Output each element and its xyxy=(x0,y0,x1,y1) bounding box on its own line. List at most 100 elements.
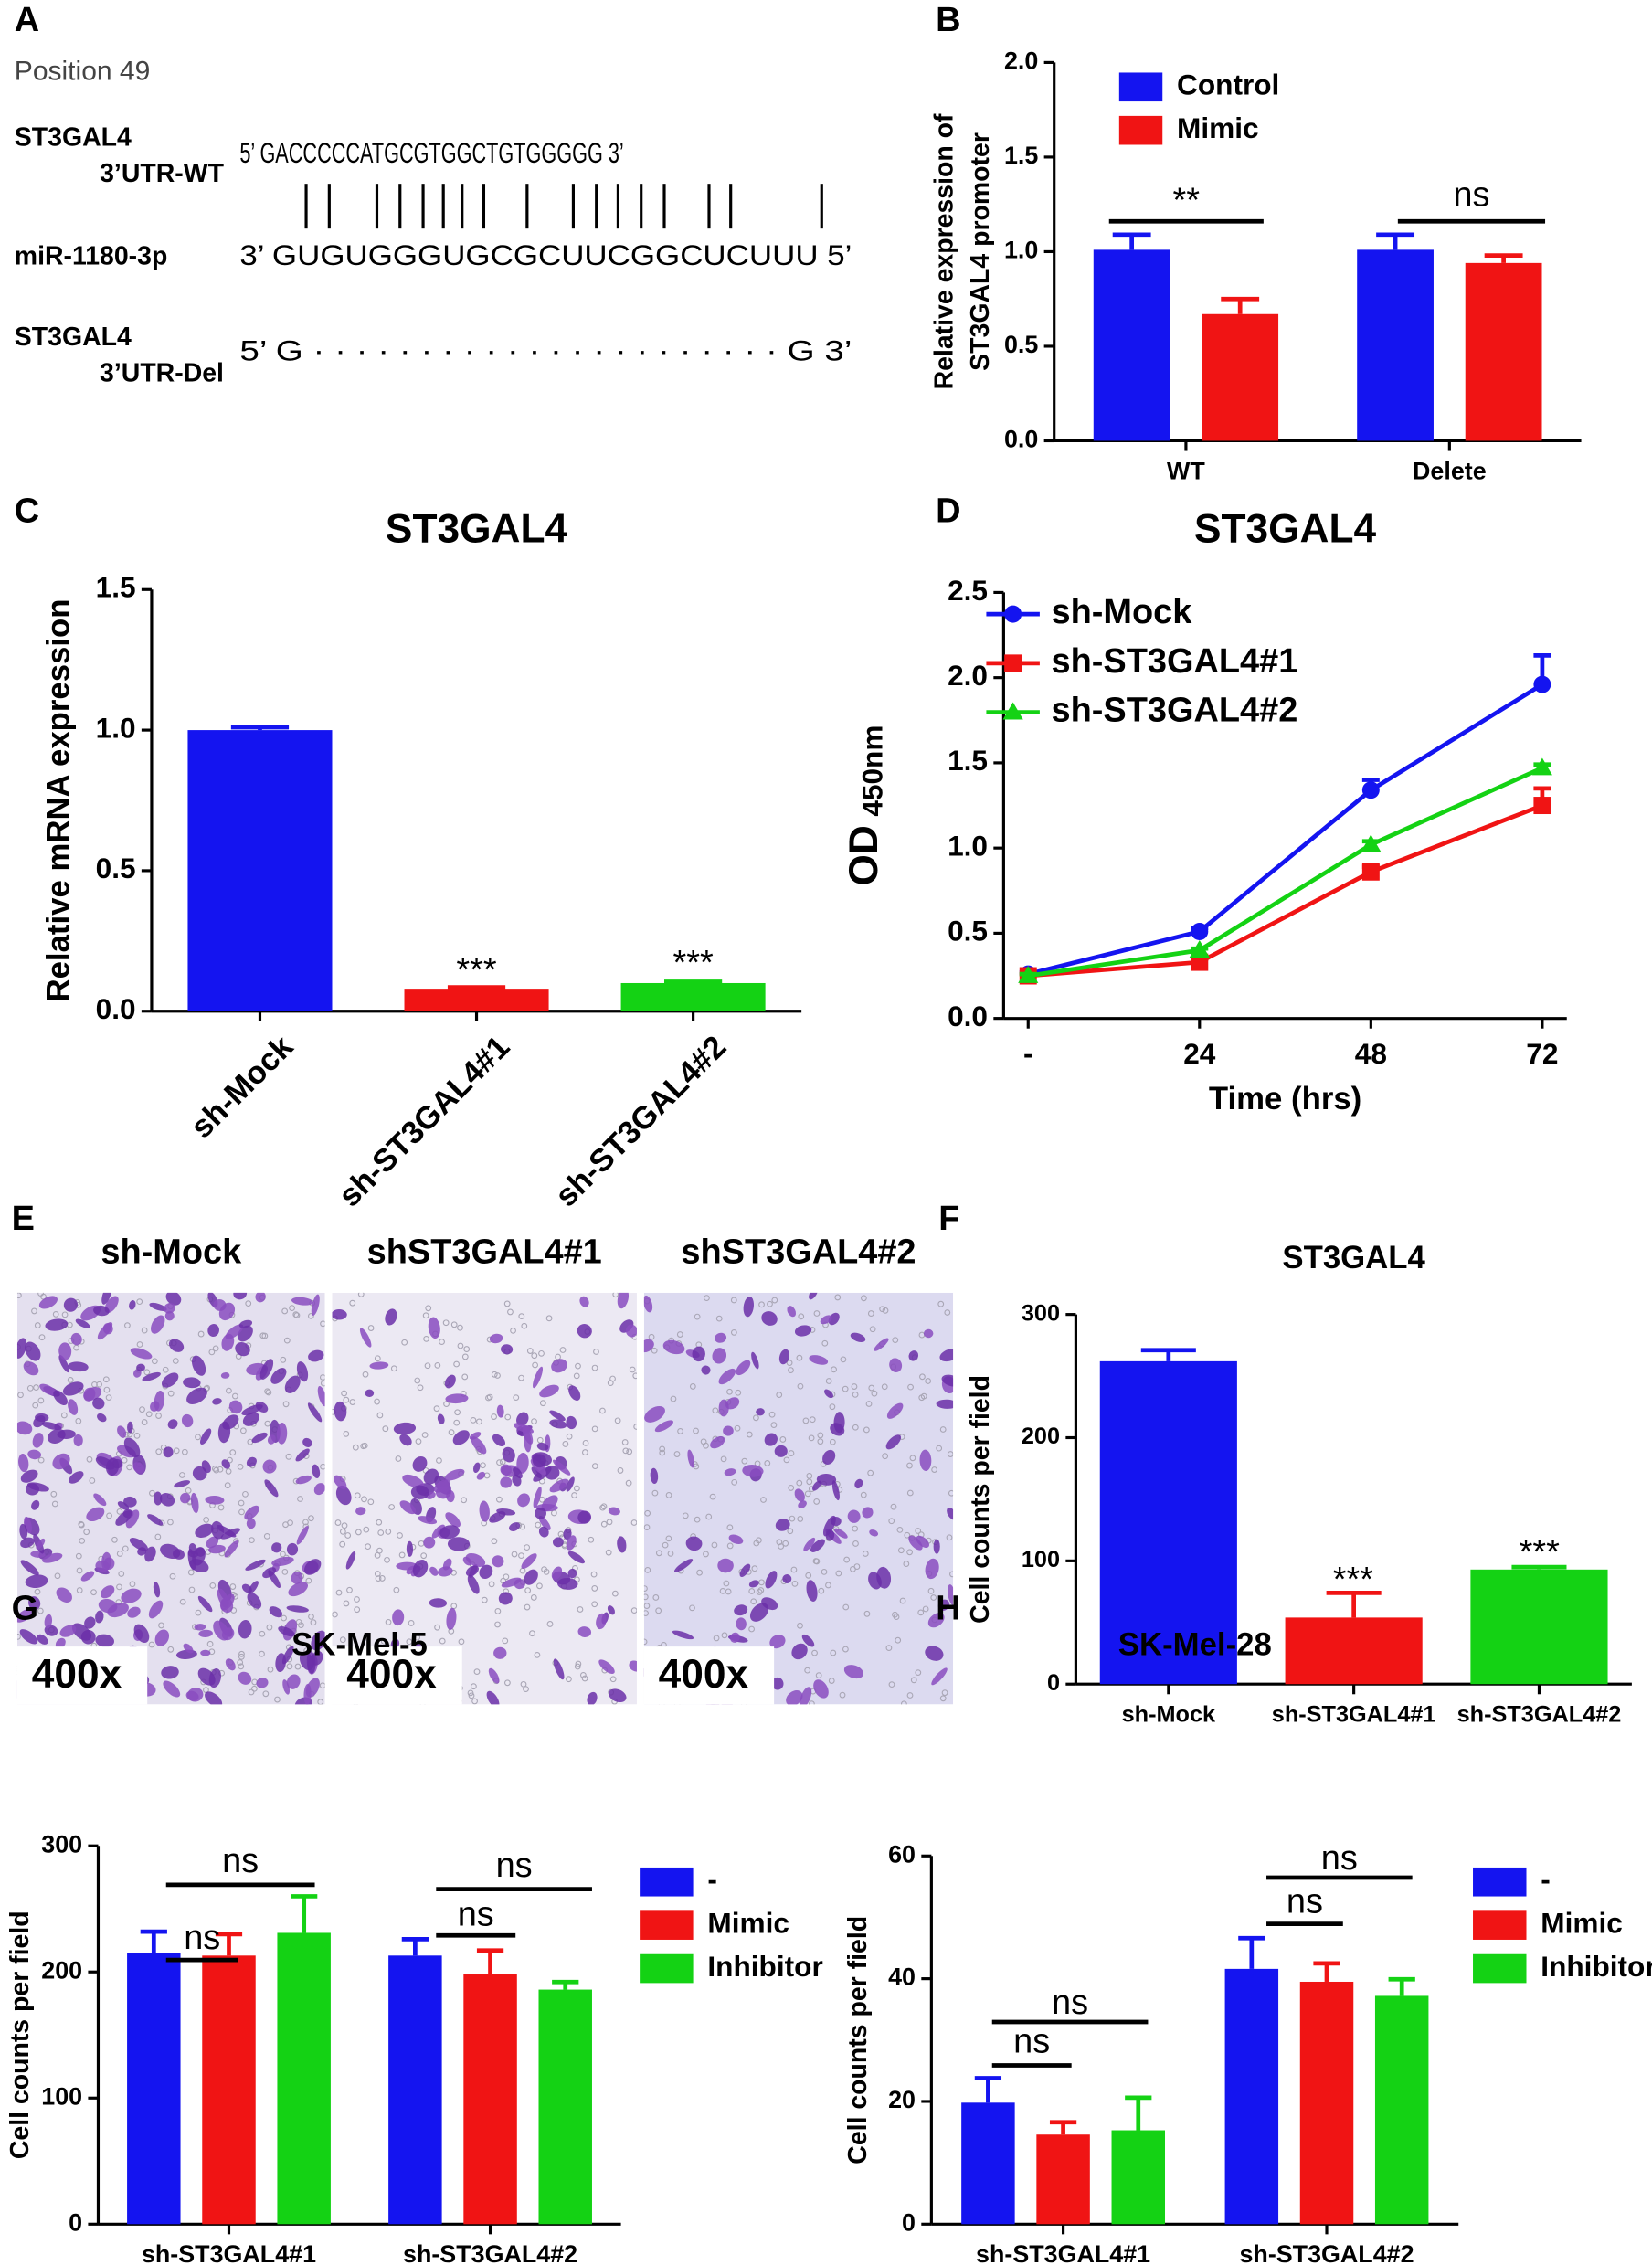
pore xyxy=(906,1549,913,1556)
pore xyxy=(292,1311,300,1318)
pore xyxy=(852,1392,859,1398)
cell xyxy=(446,1607,457,1630)
pore xyxy=(809,1416,816,1424)
cell xyxy=(516,1452,529,1474)
x-tick-label: Delete xyxy=(1413,457,1487,484)
pore xyxy=(750,1598,757,1605)
pore xyxy=(817,1438,824,1445)
cell xyxy=(769,1635,786,1649)
cell xyxy=(142,1371,161,1381)
legend-label: - xyxy=(707,1863,717,1896)
pore xyxy=(703,1442,709,1449)
chart: B 0.0 0.5 1.0 1.5 2.0 Relative expression of ST… xyxy=(930,1,1582,484)
pore xyxy=(885,1645,893,1652)
pore xyxy=(788,1450,795,1456)
cell xyxy=(365,1389,375,1397)
x-tick-label: 48 xyxy=(1355,1037,1387,1070)
y-tick-label: 2.5 xyxy=(948,574,988,607)
panel-label: G xyxy=(12,1590,39,1628)
pore xyxy=(789,1515,796,1522)
cell xyxy=(93,1493,107,1507)
cell xyxy=(303,1559,322,1575)
y-tick-label: 0.0 xyxy=(96,992,136,1025)
pore xyxy=(840,1356,847,1363)
cell xyxy=(587,1691,598,1705)
pore xyxy=(307,1312,314,1319)
pore xyxy=(834,1294,842,1301)
bar xyxy=(388,1955,442,2225)
pore xyxy=(630,1519,637,1526)
pore xyxy=(393,1586,400,1593)
cell xyxy=(149,1302,167,1311)
cell xyxy=(566,1476,575,1492)
pore xyxy=(302,1519,309,1526)
pore xyxy=(719,1588,726,1594)
y-axis-label-sub: 450nm xyxy=(856,725,889,817)
pore xyxy=(831,1366,837,1373)
cell xyxy=(431,1524,445,1539)
cell xyxy=(288,1582,308,1597)
cell xyxy=(764,1433,778,1446)
cell xyxy=(191,1355,206,1376)
line xyxy=(1028,803,1543,979)
cell xyxy=(200,1649,211,1656)
cell xyxy=(728,1534,744,1545)
pore xyxy=(906,1692,914,1699)
chart: C ST3GAL4 0.0 0.5 1.0 1.5 Relative mRNA expres… xyxy=(15,492,802,1214)
cell xyxy=(813,1679,829,1699)
cell xyxy=(101,1585,115,1599)
cell xyxy=(20,1537,35,1549)
cell xyxy=(919,1449,932,1471)
cell xyxy=(549,1419,567,1429)
pore xyxy=(388,1504,396,1510)
cell xyxy=(242,1412,259,1426)
x-tick-label: sh-ST3GAL4#1 xyxy=(333,1030,517,1214)
pore xyxy=(643,1610,649,1616)
cell xyxy=(276,1422,288,1445)
cell xyxy=(73,1434,83,1447)
pore xyxy=(541,1566,547,1573)
pore xyxy=(238,1663,245,1670)
pore xyxy=(559,1347,567,1353)
pore xyxy=(643,1524,651,1531)
cell xyxy=(103,1557,115,1571)
pore xyxy=(818,1587,825,1594)
cell xyxy=(936,1399,954,1409)
pore xyxy=(915,1528,922,1534)
pore xyxy=(915,1669,922,1677)
pore xyxy=(723,1580,730,1587)
cell xyxy=(644,1405,665,1423)
cell xyxy=(498,1592,513,1605)
pore xyxy=(756,1589,763,1595)
cell xyxy=(816,1474,837,1486)
pore xyxy=(579,1672,587,1678)
cell xyxy=(235,1342,250,1357)
sequence-name: miR-1180-3p xyxy=(15,241,168,270)
cell xyxy=(161,1372,179,1388)
pore xyxy=(582,1439,589,1446)
cell xyxy=(617,1536,627,1553)
cell xyxy=(220,1372,230,1379)
y-tick-label: 2.0 xyxy=(1004,48,1038,75)
pore xyxy=(458,1638,465,1646)
position-label: Position 49 xyxy=(15,56,151,86)
cell xyxy=(63,1297,79,1312)
marker xyxy=(1533,797,1551,815)
cell xyxy=(26,1482,49,1492)
cell xyxy=(869,1529,879,1537)
pore xyxy=(947,1451,954,1457)
cell xyxy=(718,1368,736,1385)
x-tick-label: sh-ST3GAL4#2 xyxy=(549,1030,734,1214)
cell xyxy=(117,1425,127,1438)
cell xyxy=(123,1496,137,1508)
pore xyxy=(454,1409,461,1416)
cell xyxy=(264,1479,279,1498)
pore xyxy=(491,1371,498,1378)
cell xyxy=(629,1660,637,1672)
cell xyxy=(438,1566,453,1577)
bar xyxy=(1470,1569,1608,1685)
x-tick-label: WT xyxy=(1167,457,1205,484)
cell xyxy=(908,1350,919,1361)
pore xyxy=(575,1660,582,1667)
